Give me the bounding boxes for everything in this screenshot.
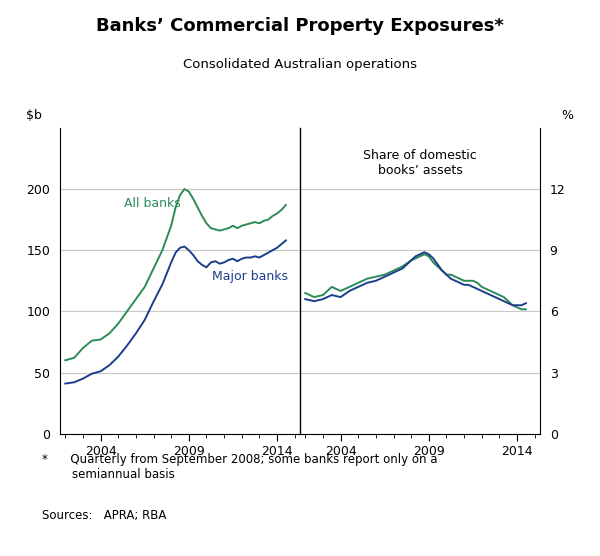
Text: *      Quarterly from September 2008; some banks report only on a
        semian: * Quarterly from September 2008; some ba… — [42, 453, 437, 481]
Text: %: % — [562, 109, 574, 122]
Text: Share of domestic
books’ assets: Share of domestic books’ assets — [363, 149, 477, 177]
Text: $b: $b — [26, 109, 42, 122]
Text: Banks’ Commercial Property Exposures*: Banks’ Commercial Property Exposures* — [96, 17, 504, 34]
Text: Major banks: Major banks — [212, 270, 288, 282]
Text: All banks: All banks — [124, 197, 180, 210]
Text: Sources:   APRA; RBA: Sources: APRA; RBA — [42, 509, 166, 522]
Text: Consolidated Australian operations: Consolidated Australian operations — [183, 58, 417, 71]
